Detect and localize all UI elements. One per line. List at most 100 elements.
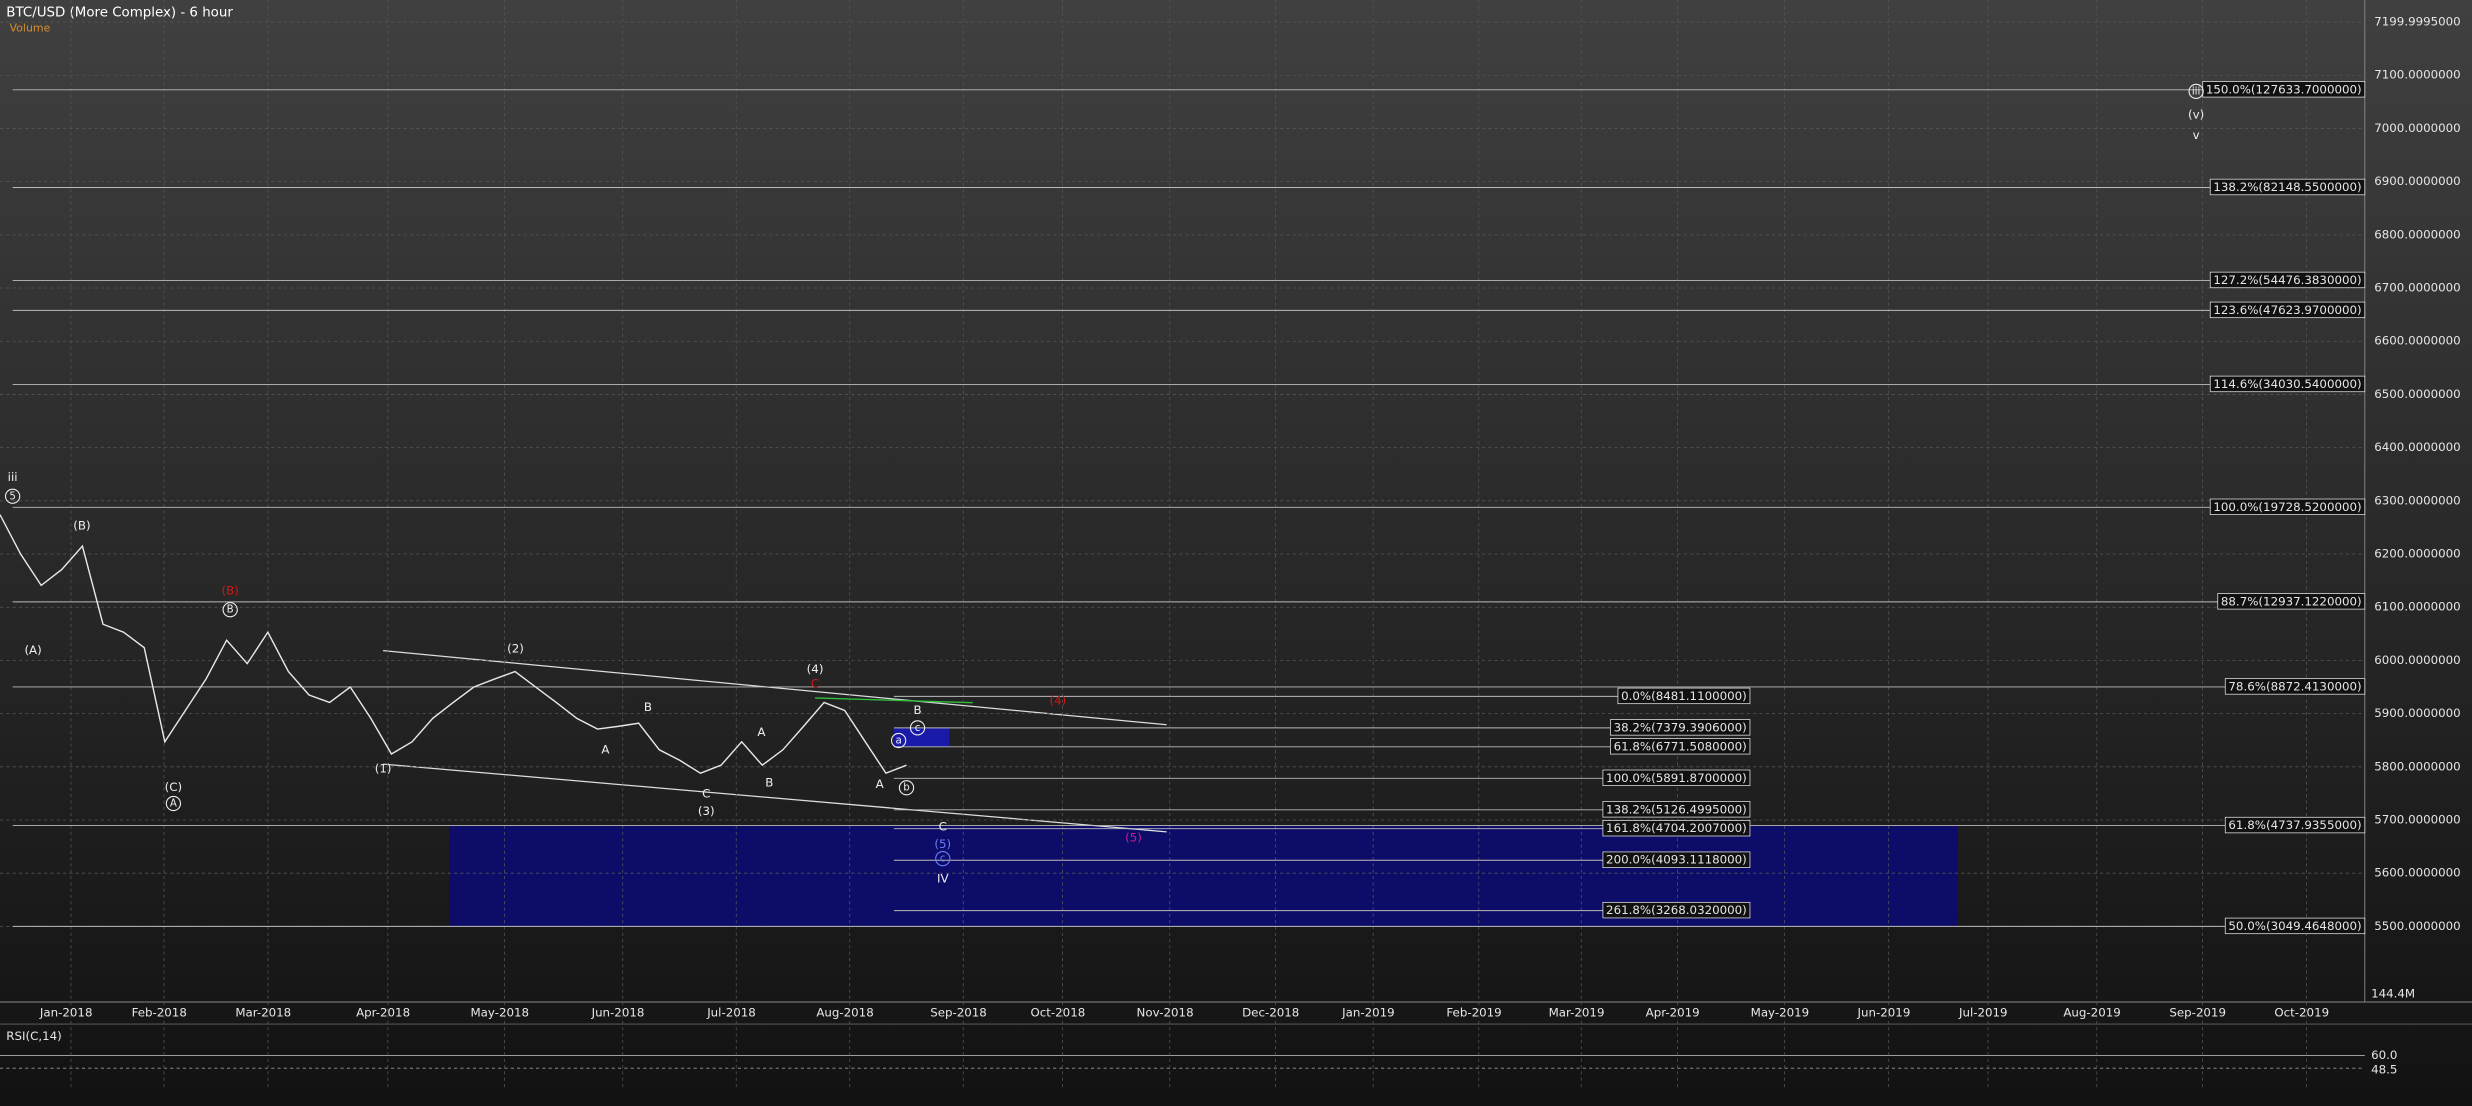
fib-label: 138.2%(5126.4995000) <box>1606 802 1747 816</box>
y-tick-label: 6300.0000000 <box>2374 493 2460 507</box>
x-tick-label: Jan-2019 <box>1341 1006 1395 1020</box>
wave-label: c <box>940 853 946 865</box>
channel-upper <box>383 650 1167 726</box>
wave-label: A <box>876 777 884 791</box>
fib-label: 38.2%(7379.3906000) <box>1614 720 1747 734</box>
wave-label: C <box>702 787 710 801</box>
fib-box <box>1602 801 1751 818</box>
wave-circle <box>935 851 951 867</box>
fib-label: 61.8%(6771.5080000) <box>1614 739 1747 753</box>
y-tick-label: 5900.0000000 <box>2374 706 2460 720</box>
fib-box <box>1610 719 1751 736</box>
fib-label: 0.0%(8481.1100000) <box>1621 689 1747 703</box>
fib-box <box>2217 593 2366 610</box>
fib-label: 100.0%(5891.8700000) <box>1606 771 1747 785</box>
fib-label: 61.8%(4737.9355000) <box>2228 818 2361 832</box>
wave-label: A <box>757 725 765 739</box>
fib-box <box>1610 738 1751 755</box>
x-tick-label: Jan-2018 <box>39 1006 93 1020</box>
wave-label: B <box>913 703 921 717</box>
x-tick-label: May-2019 <box>1751 1006 1810 1020</box>
y-tick-label: 6800.0000000 <box>2374 227 2460 241</box>
x-tick-label: Jul-2019 <box>1958 1006 2008 1020</box>
y-tick-label: 6100.0000000 <box>2374 600 2460 614</box>
y-tick-label: 7199.9995000 <box>2374 15 2460 29</box>
y-tick-label: 6000.0000000 <box>2374 653 2460 667</box>
chart-title: BTC/USD (More Complex) - 6 hour <box>6 6 233 21</box>
y-tick-label: 6200.0000000 <box>2374 547 2460 561</box>
wave-label: (B) <box>73 519 90 533</box>
x-tick-label: Oct-2018 <box>1030 1006 1085 1020</box>
wave-label: (C) <box>165 780 182 794</box>
wave-label: (5) <box>1125 831 1142 845</box>
fib-label: 200.0%(4093.1118000) <box>1606 853 1747 867</box>
wave-circle <box>890 732 907 749</box>
volume-value: 144.4M <box>2371 987 2415 1001</box>
y-tick-label: 6400.0000000 <box>2374 440 2460 454</box>
fib-label: 88.7%(12937.1220000) <box>2221 594 2362 608</box>
wave-label: (5) <box>934 837 951 851</box>
rsi-level-label: 60.0 <box>2371 1048 2397 1062</box>
wave-label: C <box>811 676 819 690</box>
wave-label: B <box>227 604 234 616</box>
wave-label: (3) <box>698 804 715 818</box>
x-tick-label: Feb-2018 <box>132 1006 187 1020</box>
x-tick-label: Aug-2019 <box>2063 1006 2120 1020</box>
wave-label: (2) <box>507 642 524 656</box>
rsi-label: RSI(C,14) <box>6 1029 61 1043</box>
x-tick-label: May-2018 <box>470 1006 529 1020</box>
wave-label: (1) <box>375 761 392 775</box>
wave-label: IV <box>937 872 949 886</box>
x-tick-label: Aug-2018 <box>816 1006 873 1020</box>
wave-label: (4) <box>1049 694 1066 708</box>
y-tick-label: 6900.0000000 <box>2374 174 2460 188</box>
fib-box <box>2209 498 2366 515</box>
fib-box <box>2209 271 2366 289</box>
y-tick-label: 7100.0000000 <box>2374 68 2460 82</box>
wave-circle <box>165 795 182 812</box>
wave-label: A <box>601 742 609 756</box>
x-tick-label: Sep-2019 <box>2169 1006 2226 1020</box>
wave-label: a <box>895 734 901 746</box>
wave-circle <box>898 780 915 796</box>
fib-box <box>1602 820 1751 837</box>
x-tick-label: Jul-2018 <box>706 1006 756 1020</box>
fib-label: 50.0%(3049.4648000) <box>2228 919 2361 933</box>
wave-label: (A) <box>24 643 41 657</box>
wave-label: c <box>915 722 921 734</box>
y-tick-label: 5500.0000000 <box>2374 919 2460 933</box>
wave-label: b <box>903 782 910 794</box>
small-zone <box>893 727 950 747</box>
y-tick-label: 6700.0000000 <box>2374 281 2460 295</box>
x-tick-label: Mar-2018 <box>235 1006 291 1020</box>
channel-lower <box>383 763 1167 833</box>
fib-box <box>2224 917 2366 935</box>
fib-box <box>2224 816 2366 834</box>
y-tick-label: 6600.0000000 <box>2374 334 2460 348</box>
rsi-level-label: 48.5 <box>2371 1062 2397 1076</box>
wave-circle <box>909 720 926 736</box>
wave-circle <box>2188 83 2204 100</box>
green-line <box>815 697 973 704</box>
fib-box <box>1602 769 1751 786</box>
x-tick-label: Nov-2018 <box>1137 1006 1194 1020</box>
x-tick-label: Jun-2018 <box>591 1006 645 1020</box>
fib-box <box>2209 301 2366 319</box>
wave-label: iii <box>8 470 18 484</box>
wave-label: A <box>170 798 177 810</box>
fib-label: 150.0%(127633.7000000) <box>2206 82 2362 96</box>
fib-box <box>2224 678 2366 695</box>
wave-circle <box>4 488 21 504</box>
fib-box <box>1602 851 1751 868</box>
x-tick-label: Apr-2018 <box>356 1006 410 1020</box>
y-tick-label: 5700.0000000 <box>2374 813 2460 827</box>
fib-box <box>2209 178 2366 196</box>
wave-label: (B) <box>222 583 239 597</box>
fib-label: 138.2%(82148.5500000) <box>2213 180 2361 194</box>
fib-label: 161.8%(4704.2007000) <box>1606 821 1747 835</box>
x-tick-label: Oct-2019 <box>2274 1006 2329 1020</box>
x-tick-label: Dec-2018 <box>1242 1006 1299 1020</box>
